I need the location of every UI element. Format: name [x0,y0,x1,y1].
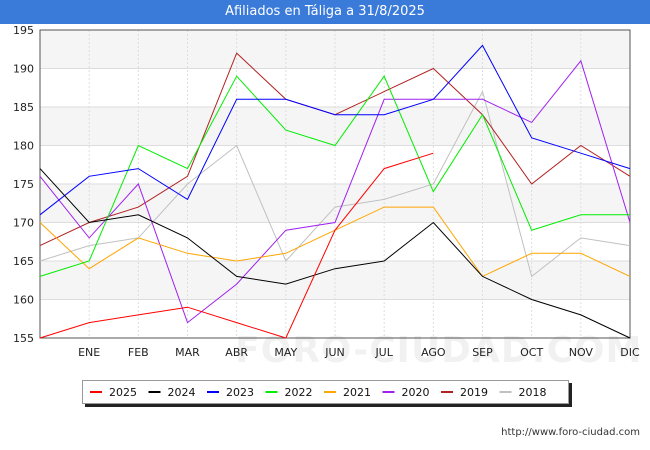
legend-label-2020: 2020 [402,386,430,399]
y-axis-ticks: 155 160 165 170 175 180 185 190 195 [13,24,34,345]
y-tick-label: 165 [13,255,34,268]
x-tick-label: DIC [620,346,640,359]
legend-label-2024: 2024 [168,386,196,399]
x-tick-label: FEB [128,346,149,359]
legend-label-2018: 2018 [519,386,547,399]
x-tick-label: AGO [421,346,446,359]
chart-title: Afiliados en Táliga a 31/8/2025 [0,0,650,24]
x-tick-label: MAY [274,346,297,359]
x-tick-label: ABR [225,346,248,359]
x-tick-label: JUL [374,346,393,359]
series-line-2023 [39,44,631,216]
x-tick-label: NOV [569,346,594,359]
y-tick-label: 195 [13,24,34,37]
x-tick-label: SEP [472,346,493,359]
legend-label-2023: 2023 [226,386,254,399]
y-tick-label: 190 [13,63,34,76]
x-axis-ticks: ENE FEB MAR ABR MAY JUN JUL AGO SEP OCT NOV DIC [78,346,640,359]
legend-label-2021: 2021 [343,386,371,399]
x-tick-label: MAR [175,346,200,359]
y-tick-label: 170 [13,217,34,230]
series-line-2020 [39,59,631,324]
x-tick-label: ENE [78,346,100,359]
x-tick-label: OCT [520,346,543,359]
series-lines [39,44,631,339]
y-tick-label: 180 [13,140,34,153]
legend-label-2022: 2022 [285,386,313,399]
series-line-2025 [39,152,434,339]
y-tick-label: 155 [13,332,34,345]
y-tick-label: 160 [13,294,34,307]
series-line-2024 [39,168,631,339]
source-credit: http://www.foro-ciudad.com [501,427,640,438]
legend-label-2019: 2019 [460,386,488,399]
watermark: FORO-CIUDAD.COM [235,330,643,371]
line-chart: 155 160 165 170 175 180 185 190 195 ENE FEB MAR ABR… [13,24,640,359]
plot-border [39,29,631,339]
legend: 2025 2024 2023 2022 2021 2020 2019 2018 [82,380,569,404]
y-tick-label: 185 [13,101,34,114]
y-tick-label: 175 [13,178,34,191]
legend-label-2025: 2025 [109,386,137,399]
x-tick-label: JUN [324,346,345,359]
series-line-2022 [39,75,630,277]
